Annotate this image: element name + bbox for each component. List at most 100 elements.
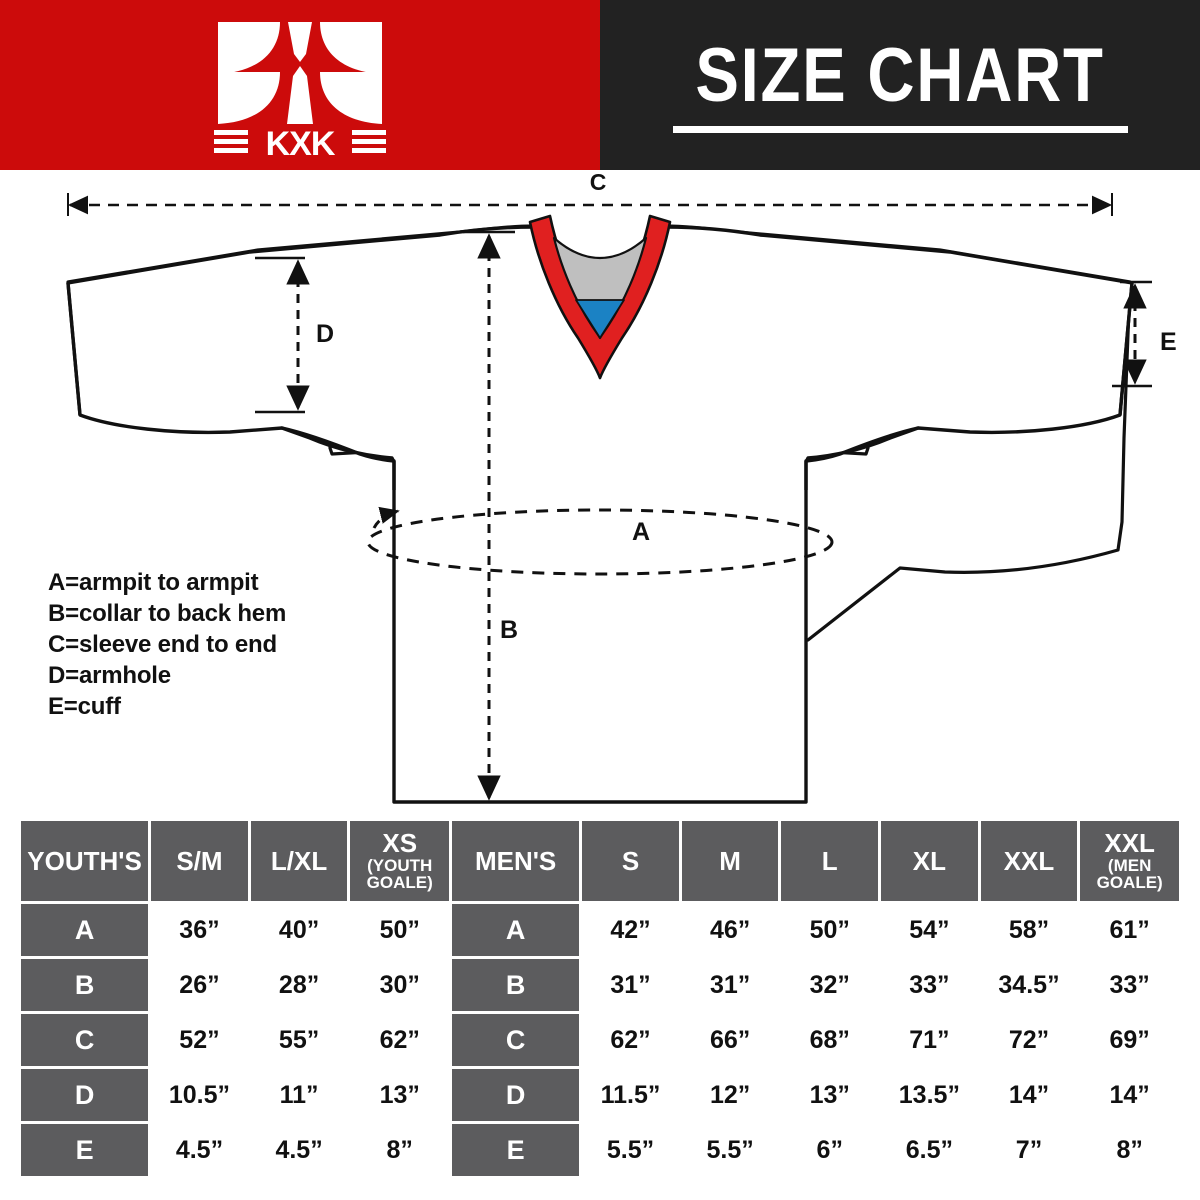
cell-youth-xs: 50”: [350, 904, 450, 956]
cell-youth-xs: 62”: [350, 1014, 450, 1066]
brand-panel: KXK: [0, 0, 600, 170]
cell-men-s: 31”: [582, 959, 679, 1011]
col-header-main: L/XL: [270, 845, 328, 876]
row-label-men: A: [452, 904, 580, 956]
cell-youth-sm: 4.5”: [151, 1124, 248, 1176]
legend-line-e: E=cuff: [48, 692, 121, 720]
table-row: D 10.5” 11” 13” D 11.5” 12” 13” 13.5” 14…: [21, 1069, 1179, 1121]
cell-youth-lxl: 4.5”: [250, 1124, 348, 1176]
cell-youth-lxl: 11”: [250, 1069, 348, 1121]
col-header-m: M: [681, 821, 779, 901]
cell-men-l: 50”: [781, 904, 879, 956]
cell-men-m: 31”: [681, 959, 779, 1011]
cell-youth-xs: 13”: [350, 1069, 450, 1121]
col-header-main: S: [621, 845, 640, 876]
cell-men-xxl: 34.5”: [980, 959, 1078, 1011]
col-header-sm: S/M: [151, 821, 248, 901]
row-label-men: C: [452, 1014, 580, 1066]
row-label-youth: D: [21, 1069, 149, 1121]
cell-men-xl: 13.5”: [881, 1069, 978, 1121]
cell-men-l: 6”: [781, 1124, 879, 1176]
table-row: B 26” 28” 30” B 31” 31” 32” 33” 34.5” 33…: [21, 959, 1179, 1011]
cell-men-xl: 33”: [881, 959, 978, 1011]
col-header-main: MEN'S: [474, 845, 557, 876]
page-header: KXK SIZE CHART: [0, 0, 1200, 170]
col-header-main: XL: [912, 845, 946, 876]
col-header-xs-youth-goale: XS (YOUTH GOALE): [350, 821, 450, 901]
cell-youth-xs: 8”: [350, 1124, 450, 1176]
cell-youth-lxl: 28”: [250, 959, 348, 1011]
col-header-main: YOUTH'S: [27, 845, 142, 876]
col-header-main: XXL: [1003, 845, 1055, 876]
row-label-men: B: [452, 959, 580, 1011]
table-header-row: YOUTH'S S/M L/XL XS (YOUTH GOALE) MEN'S: [21, 821, 1179, 901]
col-header-lxl: L/XL: [250, 821, 348, 901]
cell-youth-xs: 30”: [350, 959, 450, 1011]
cell-men-xl: 6.5”: [881, 1124, 978, 1176]
dimension-e-label: E: [1160, 328, 1177, 356]
cell-youth-lxl: 40”: [250, 904, 348, 956]
legend-line-b: B=collar to back hem: [48, 599, 287, 627]
col-header-main: XS: [382, 828, 418, 859]
cell-men-m: 5.5”: [681, 1124, 779, 1176]
col-header-sub: (YOUTH GOALE): [366, 855, 433, 893]
col-header-mens: MEN'S: [452, 821, 580, 901]
table-row: A 36” 40” 50” A 42” 46” 50” 54” 58” 61”: [21, 904, 1179, 956]
col-header-l: L: [781, 821, 879, 901]
cell-men-xxl: 7”: [980, 1124, 1078, 1176]
svg-text:KXK: KXK: [266, 125, 336, 160]
table-row: C 52” 55” 62” C 62” 66” 68” 71” 72” 69”: [21, 1014, 1179, 1066]
col-header-s: S: [582, 821, 679, 901]
measurement-legend: A=armpit to armpit B=collar to back hem …: [48, 568, 286, 723]
col-header-sub: (MEN GOALE): [1096, 855, 1163, 893]
cell-men-l: 32”: [781, 959, 879, 1011]
row-label-men: E: [452, 1124, 580, 1176]
cell-men-m: 12”: [681, 1069, 779, 1121]
jersey-collar: [528, 214, 672, 380]
cell-men-s: 42”: [582, 904, 679, 956]
kxk-butterfly-logo-icon: KXK: [210, 10, 390, 163]
col-header-main: S/M: [176, 845, 223, 876]
legend-line-d: D=armhole: [48, 661, 171, 689]
cell-men-s: 62”: [582, 1014, 679, 1066]
cell-men-xxl: 58”: [980, 904, 1078, 956]
jersey-diagram: C: [0, 169, 1200, 815]
dimension-c: [67, 193, 1113, 216]
dimension-d-label: D: [316, 320, 334, 348]
col-header-main: M: [719, 845, 741, 876]
col-header-xxl-men-goale: XXL (MEN GOALE): [1080, 821, 1179, 901]
dimension-b: [463, 230, 515, 804]
cell-men-s: 11.5”: [582, 1069, 679, 1121]
dimension-a-label: A: [632, 518, 650, 546]
legend-line-a: A=armpit to armpit: [48, 569, 259, 596]
dimension-a: [366, 506, 834, 576]
cell-men-xl: 71”: [881, 1014, 978, 1066]
page-title: SIZE CHART: [695, 32, 1105, 118]
row-label-youth: A: [21, 904, 149, 956]
cell-men-xxl: 14”: [980, 1069, 1078, 1121]
cell-men-xxl-goale: 8”: [1080, 1124, 1179, 1176]
row-label-youth: C: [21, 1014, 149, 1066]
cell-men-m: 46”: [681, 904, 779, 956]
row-label-men: D: [452, 1069, 580, 1121]
dimension-c-label: C: [590, 170, 607, 195]
cell-youth-lxl: 55”: [250, 1014, 348, 1066]
cell-youth-sm: 10.5”: [151, 1069, 248, 1121]
cell-men-xxl-goale: 33”: [1080, 959, 1179, 1011]
title-panel: SIZE CHART: [600, 0, 1200, 170]
col-header-xl: XL: [881, 821, 978, 901]
cell-men-s: 5.5”: [582, 1124, 679, 1176]
col-header-main: L: [821, 845, 838, 876]
col-header-main: XXL: [1104, 828, 1155, 859]
col-header-xxl: XXL: [980, 821, 1078, 901]
cell-men-xxl: 72”: [980, 1014, 1078, 1066]
cell-men-xxl-goale: 14”: [1080, 1069, 1179, 1121]
row-label-youth: B: [21, 959, 149, 1011]
size-table-wrap: YOUTH'S S/M L/XL XS (YOUTH GOALE) MEN'S: [18, 818, 1182, 1179]
cell-youth-sm: 52”: [151, 1014, 248, 1066]
size-table: YOUTH'S S/M L/XL XS (YOUTH GOALE) MEN'S: [18, 818, 1182, 1179]
title-underline: [672, 125, 1128, 133]
cell-men-xxl-goale: 69”: [1080, 1014, 1179, 1066]
row-label-youth: E: [21, 1124, 149, 1176]
